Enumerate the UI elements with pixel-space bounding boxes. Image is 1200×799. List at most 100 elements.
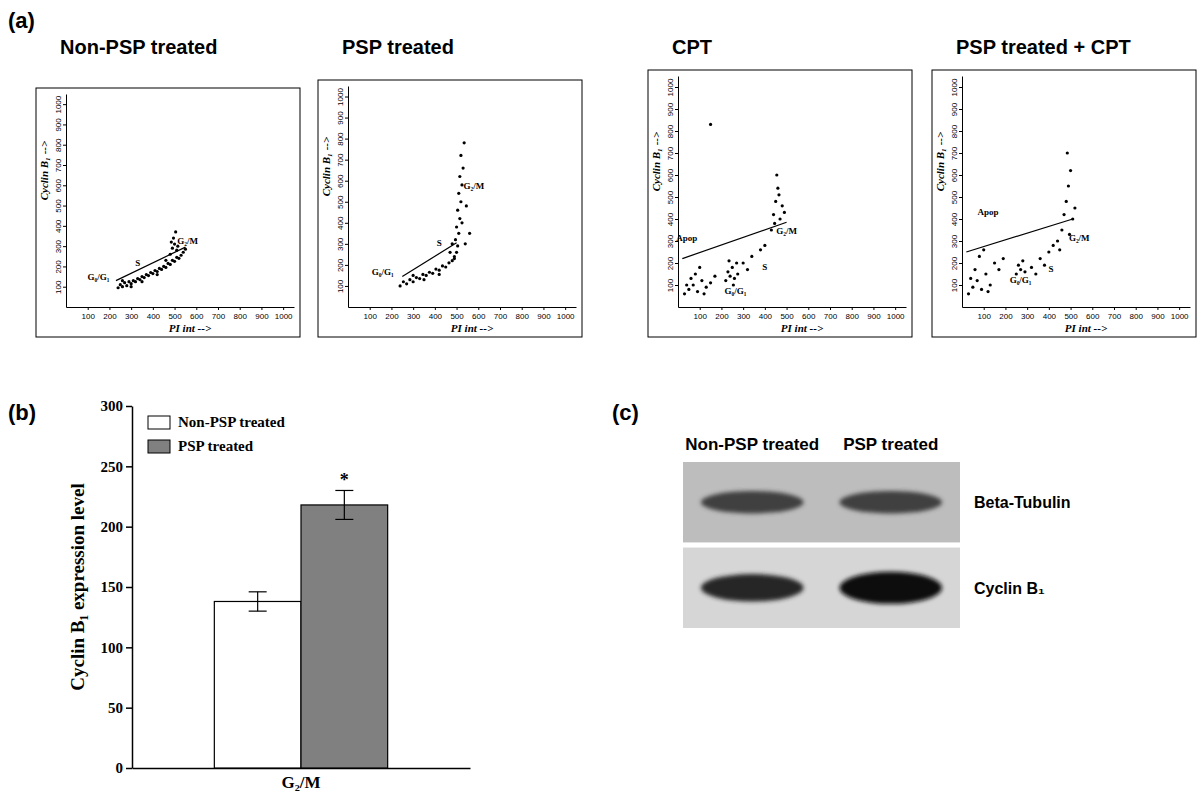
tick-label: 900 xyxy=(255,312,269,321)
tick-label: 800 xyxy=(54,138,63,152)
y-axis: 1002003004005006007008009001000 xyxy=(950,77,963,308)
point xyxy=(175,249,178,252)
tick-label: 600 xyxy=(802,312,816,321)
panel-frame xyxy=(648,70,912,337)
region-label: G₀/G₁ xyxy=(725,286,747,296)
point xyxy=(742,261,745,264)
point xyxy=(1039,257,1042,260)
tick-mark xyxy=(675,263,678,264)
point xyxy=(735,261,738,264)
point xyxy=(425,274,428,277)
tick-label: 400 xyxy=(336,216,345,230)
tick-mark xyxy=(63,226,66,227)
point xyxy=(448,251,451,254)
point xyxy=(421,273,424,276)
y-axis: 1002003004005006007008009001000 xyxy=(336,87,349,308)
tick: 800 xyxy=(336,132,348,146)
tick-mark xyxy=(787,307,788,310)
tick: 400 xyxy=(336,216,348,230)
tick-mark xyxy=(852,307,853,310)
panel-label: (b) xyxy=(8,400,36,425)
point xyxy=(1052,244,1055,247)
point xyxy=(412,274,415,277)
point xyxy=(759,248,762,251)
tick-mark xyxy=(126,587,132,589)
region-label: S xyxy=(135,258,140,268)
tick-label: 700 xyxy=(824,312,838,321)
y-axis-title: Cyclin B₁ --> xyxy=(38,141,50,201)
tick: 200 xyxy=(950,256,962,270)
tick-label: 800 xyxy=(846,312,860,321)
tick-mark xyxy=(175,307,176,310)
x-axis-title: PI int --> xyxy=(1065,322,1107,334)
point xyxy=(683,292,686,295)
point xyxy=(726,270,729,273)
band-label: Cyclin B₁ xyxy=(974,580,1045,597)
tick: 0 xyxy=(116,760,133,776)
point xyxy=(464,242,467,245)
tick-mark xyxy=(959,285,962,286)
tick-label: 700 xyxy=(336,153,345,167)
lane-label: PSP treated xyxy=(843,435,938,454)
scatter-panel: PSP treated10020030040050060070080090010… xyxy=(318,36,582,337)
point xyxy=(173,260,176,263)
tick-mark xyxy=(959,109,962,110)
tick-mark xyxy=(345,118,348,119)
tick: 500 xyxy=(666,190,678,204)
tick-mark xyxy=(1114,307,1115,310)
point xyxy=(418,277,421,280)
region-label: G₂/M xyxy=(464,181,485,191)
point xyxy=(1043,264,1046,267)
point xyxy=(1017,264,1020,267)
tick-mark xyxy=(700,307,701,310)
point xyxy=(121,285,124,288)
blot-strip xyxy=(683,548,960,628)
tick-label: 600 xyxy=(54,179,63,193)
point xyxy=(408,278,411,281)
tick: 600 xyxy=(666,168,678,182)
blot-panel: (c)Non-PSP treatedPSP treatedBeta-Tubuli… xyxy=(612,400,1071,628)
point xyxy=(438,269,441,272)
point xyxy=(1073,206,1076,209)
axis-line xyxy=(348,87,349,308)
point xyxy=(777,193,780,196)
point xyxy=(685,283,688,286)
tick-mark xyxy=(895,307,896,310)
point xyxy=(134,280,137,283)
tick-mark xyxy=(743,307,744,310)
tick-mark xyxy=(283,307,284,310)
x-axis: 1002003004005006007008009001000 xyxy=(679,307,907,321)
point xyxy=(982,248,985,251)
point xyxy=(156,273,159,276)
point xyxy=(705,286,708,289)
point xyxy=(1062,213,1065,216)
tick-label: 800 xyxy=(336,132,345,146)
region-label: G₂/M xyxy=(1069,233,1090,243)
tick: 600 xyxy=(472,307,486,321)
point xyxy=(973,268,976,271)
point xyxy=(778,217,781,220)
point xyxy=(687,288,690,291)
tick-label: 50 xyxy=(108,700,123,716)
plot-marks xyxy=(399,141,472,287)
x-axis-title: PI int --> xyxy=(451,322,493,334)
scatter-panel: PSP treated + CPT10020030040050060070080… xyxy=(932,36,1196,337)
point xyxy=(458,175,461,178)
tick-mark xyxy=(63,287,66,288)
tick: 900 xyxy=(537,307,551,321)
point xyxy=(459,200,462,203)
point xyxy=(164,259,167,262)
point xyxy=(458,217,461,220)
point xyxy=(773,222,776,225)
tick: 1000 xyxy=(950,78,962,96)
tick: 200 xyxy=(101,519,133,535)
point xyxy=(997,268,1000,271)
tick-label: 500 xyxy=(950,190,959,204)
lane-label: Non-PSP treated xyxy=(685,435,819,454)
tick-label: 100 xyxy=(978,312,992,321)
tick-mark xyxy=(126,526,132,528)
tick: 200 xyxy=(336,258,348,272)
tick-mark xyxy=(959,241,962,242)
tick-mark xyxy=(873,307,874,310)
tick-mark xyxy=(63,165,66,166)
